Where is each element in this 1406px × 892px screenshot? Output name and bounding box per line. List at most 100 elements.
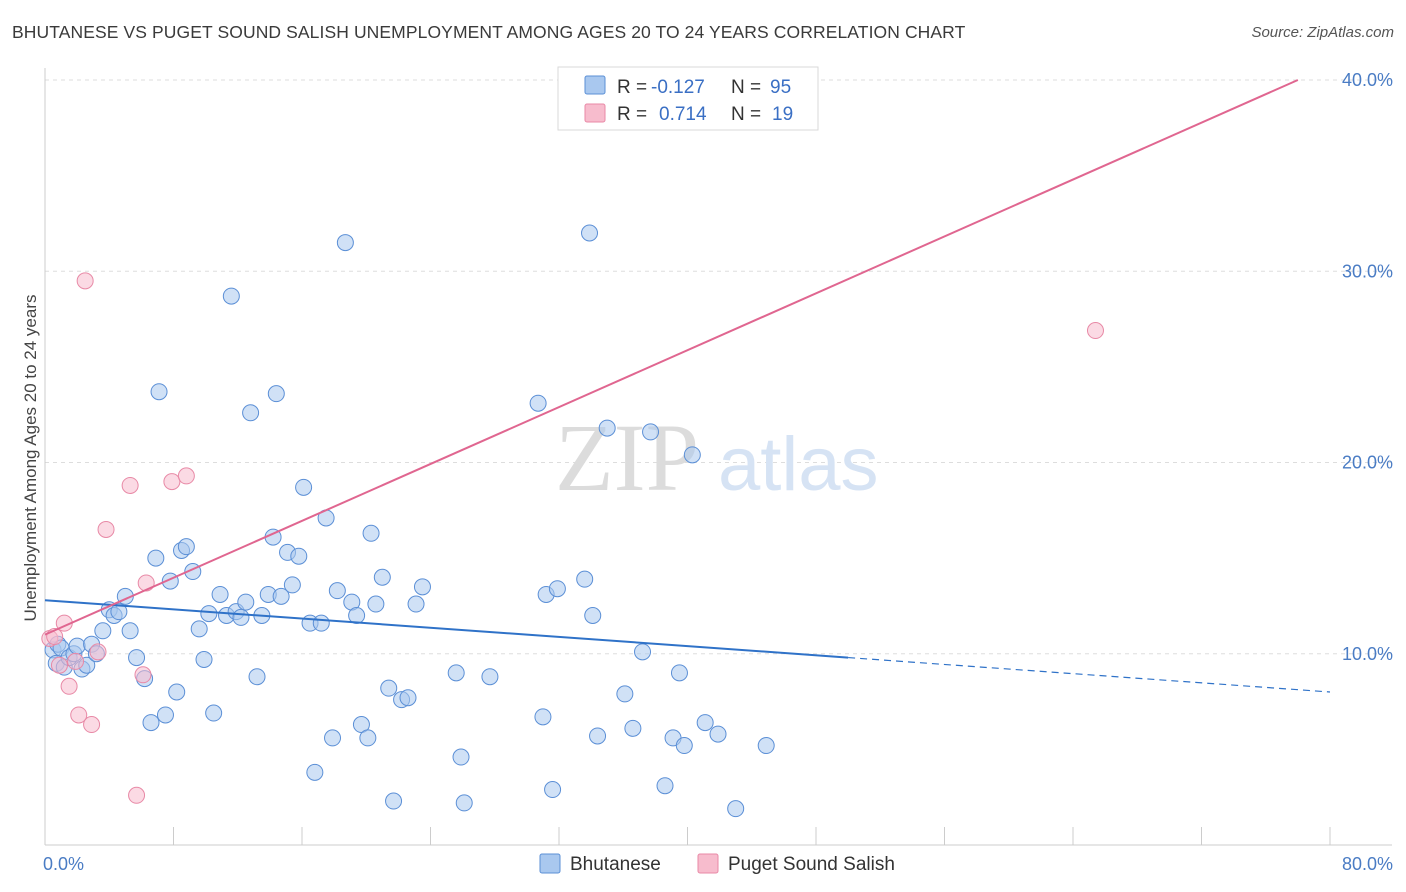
bhutanese-point-22 xyxy=(150,383,168,401)
salish-point-16 xyxy=(177,467,195,485)
salish-point-10 xyxy=(97,520,115,538)
bhutanese-point-77 xyxy=(544,781,562,799)
bhutanese-point-39 xyxy=(242,404,260,422)
bhutanese-point-70 xyxy=(447,664,465,682)
legend-r-value-1: -0.127 xyxy=(651,77,705,98)
bhutanese-point-95 xyxy=(727,800,745,818)
bottom-legend-salish: Puget Sound Salish xyxy=(728,854,895,875)
bhutanese-point-12 xyxy=(94,622,112,640)
bhutanese-point-35 xyxy=(222,287,240,305)
bhutanese-point-29 xyxy=(190,620,208,638)
bhutanese-point-80 xyxy=(581,224,599,242)
bhutanese-point-83 xyxy=(598,419,616,437)
y-tick-label-3: 40.0% xyxy=(1342,70,1393,90)
bhutanese-point-55 xyxy=(328,582,346,600)
bhutanese-point-47 xyxy=(283,576,301,594)
salish-trend-line xyxy=(44,79,1299,636)
bhutanese-point-51 xyxy=(306,763,324,781)
bhutanese-point-69 xyxy=(413,578,431,596)
bhutanese-point-33 xyxy=(211,585,229,603)
bhutanese-point-48 xyxy=(290,547,308,565)
legend-n-label-1: N = xyxy=(731,77,761,98)
bhutanese-point-20 xyxy=(142,714,160,732)
bhutanese-point-54 xyxy=(324,729,342,747)
bhutanese-point-38 xyxy=(237,593,255,611)
legend-r-label-2: R = xyxy=(617,104,647,125)
bhutanese-point-79 xyxy=(576,570,594,588)
bhutanese-point-72 xyxy=(455,794,473,812)
bhutanese-point-68 xyxy=(407,595,425,613)
legend-r-value-2: 0.714 xyxy=(659,104,707,125)
bhutanese-point-78 xyxy=(548,580,566,598)
grid-lines xyxy=(45,79,1392,655)
bhutanese-point-67 xyxy=(399,689,417,707)
bhutanese-points xyxy=(44,224,775,818)
stats-legend: R = -0.127 N = 95 R = 0.714 N = 19 xyxy=(557,66,819,131)
svg-text:ZIP: ZIP xyxy=(555,404,699,511)
bhutanese-point-32 xyxy=(205,704,223,722)
x-tick-label-max: 80.0% xyxy=(1342,854,1393,874)
zipatlas-watermark: ZIP atlas xyxy=(555,404,879,511)
bottom-legend-bhutanese: Bhutanese xyxy=(570,854,661,875)
bhutanese-point-27 xyxy=(177,538,195,556)
bhutanese-point-82 xyxy=(589,727,607,745)
bhutanese-point-45 xyxy=(272,587,290,605)
bhutanese-point-62 xyxy=(367,595,385,613)
bhutanese-point-86 xyxy=(634,643,652,661)
salish-point-7 xyxy=(76,272,94,290)
bhutanese-point-17 xyxy=(121,622,139,640)
bhutanese-point-44 xyxy=(267,385,285,403)
bhutanese-point-52 xyxy=(312,614,330,632)
bhutanese-point-71 xyxy=(452,748,470,766)
salish-point-9 xyxy=(89,643,107,661)
bhutanese-point-15 xyxy=(110,603,128,621)
bhutanese-point-64 xyxy=(380,679,398,697)
chart-title: BHUTANESE VS PUGET SOUND SALISH UNEMPLOY… xyxy=(12,22,966,42)
bhutanese-point-84 xyxy=(616,685,634,703)
bhutanese-point-23 xyxy=(156,706,174,724)
bhutanese-point-60 xyxy=(359,729,377,747)
y-tick-labels: 10.0% 20.0% 30.0% 40.0% xyxy=(1342,70,1393,664)
bhutanese-point-94 xyxy=(709,725,727,743)
y-axis-label: Unemployment Among Ages 20 to 24 years xyxy=(21,295,40,622)
bhutanese-point-7 xyxy=(68,637,86,655)
bhutanese-point-65 xyxy=(385,792,403,810)
salish-points xyxy=(41,71,1104,804)
bhutanese-point-61 xyxy=(362,524,380,542)
bhutanese-point-81 xyxy=(584,607,602,624)
bhutanese-point-88 xyxy=(656,777,674,795)
axes xyxy=(44,68,1392,846)
trend-lines xyxy=(44,79,1331,693)
bhutanese-point-85 xyxy=(624,719,642,737)
legend-n-value-2: 19 xyxy=(772,104,793,125)
bhutanese-point-58 xyxy=(348,607,366,624)
salish-point-4 xyxy=(60,677,78,695)
bhutanese-point-96 xyxy=(757,737,775,755)
bhutanese-point-21 xyxy=(147,549,165,567)
bhutanese-point-91 xyxy=(675,737,693,755)
legend-n-label-2: N = xyxy=(731,104,761,125)
x-tick-label-min: 0.0% xyxy=(43,854,84,874)
salish-point-13 xyxy=(134,666,152,684)
bhutanese-point-40 xyxy=(248,668,266,686)
bhutanese-point-74 xyxy=(529,394,547,412)
bottom-legend-swatch-bhutanese xyxy=(539,853,561,874)
bhutanese-point-87 xyxy=(642,423,660,441)
bhutanese-trend-extension xyxy=(848,656,1331,693)
salish-point-8 xyxy=(83,716,101,734)
salish-point-14 xyxy=(137,574,155,592)
salish-point-6 xyxy=(70,706,88,724)
y-tick-label-0: 10.0% xyxy=(1342,644,1393,664)
salish-point-15 xyxy=(163,473,181,491)
bhutanese-point-37 xyxy=(232,608,250,626)
legend-n-value-1: 95 xyxy=(770,77,791,98)
bhutanese-point-30 xyxy=(195,650,213,668)
bhutanese-point-75 xyxy=(534,708,552,726)
bhutanese-point-18 xyxy=(128,649,146,667)
bhutanese-point-56 xyxy=(336,234,354,252)
bhutanese-point-63 xyxy=(373,568,391,586)
salish-point-11 xyxy=(121,476,139,494)
salish-point-12 xyxy=(128,786,146,804)
bhutanese-point-31 xyxy=(200,605,218,623)
